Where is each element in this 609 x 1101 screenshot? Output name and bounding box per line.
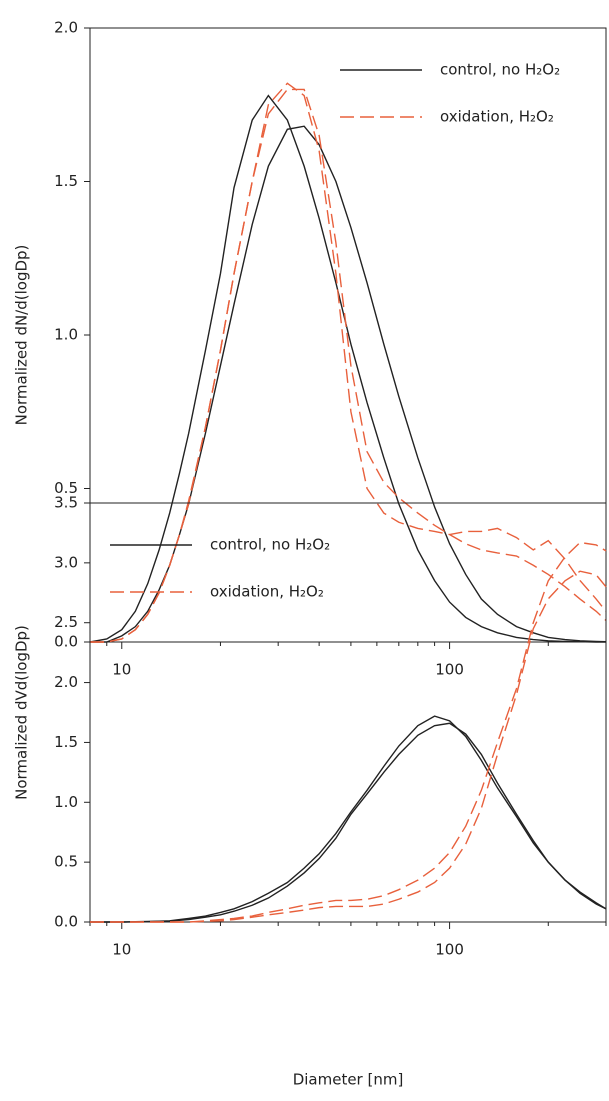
x-tick-label: 10	[112, 941, 131, 959]
x-tick-label: 100	[435, 661, 464, 679]
legend-label: control, no H₂O₂	[440, 61, 560, 79]
y-tick-label: 2.0	[54, 673, 78, 691]
plot-frame	[89, 502, 607, 923]
data-line	[89, 94, 606, 643]
x-tick-label: 10	[112, 661, 131, 679]
y-tick-label: 3.5	[54, 494, 78, 512]
y-tick-label: 0.0	[54, 633, 78, 651]
data-line	[90, 570, 607, 923]
y-tick-label: 1.0	[54, 793, 78, 811]
data-line	[90, 88, 607, 643]
data-line	[90, 82, 607, 643]
data-line	[90, 722, 607, 923]
y-tick-label: 0.5	[54, 479, 78, 497]
y-tick-label: 1.5	[54, 733, 78, 751]
y-tick-label: 0.5	[54, 853, 78, 871]
y-axis-label: Normalized dN/d(logDp)	[13, 245, 31, 426]
x-axis-label: Diameter [nm]	[293, 1071, 404, 1089]
y-tick-label: 3.0	[54, 553, 78, 571]
legend-label: oxidation, H₂O₂	[440, 108, 554, 126]
legend-label: control, no H₂O₂	[210, 536, 330, 554]
x-tick-label: 100	[435, 941, 464, 959]
y-tick-label: 2.5	[54, 613, 78, 631]
y-tick-label: 1.5	[54, 172, 78, 190]
legend-label: oxidation, H₂O₂	[210, 583, 324, 601]
y-tick-label: 2.0	[54, 19, 78, 37]
y-tick-label: 1.0	[54, 326, 78, 344]
y-axis-label: Normalized dVd(logDp)	[13, 625, 31, 800]
y-tick-label: 0.0	[54, 913, 78, 931]
data-line	[90, 125, 607, 643]
data-line	[90, 541, 607, 923]
